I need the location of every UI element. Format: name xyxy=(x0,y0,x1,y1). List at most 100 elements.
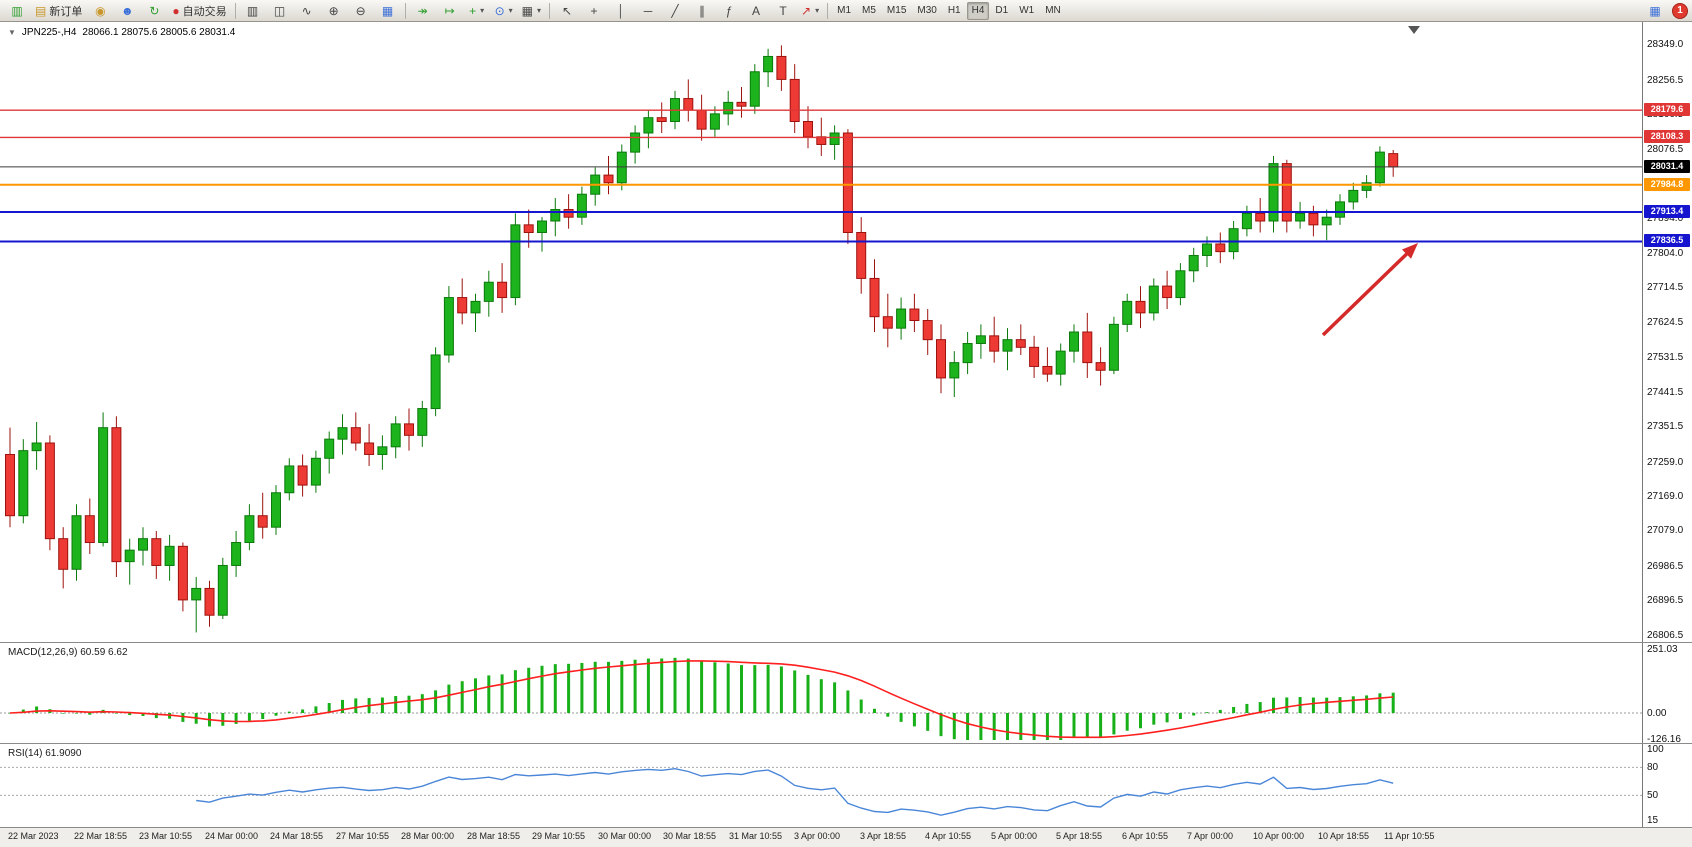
tab-timeframe-m1[interactable]: M1 xyxy=(837,4,852,16)
timeframe-group: M1 M5 M15 M30 H1 H4 D1 W1 MN xyxy=(832,1,1066,20)
macd-histogram-bar xyxy=(1019,713,1023,740)
tab-timeframe-m15[interactable]: M15 xyxy=(886,4,907,16)
community-button[interactable]: ☻ xyxy=(114,1,140,21)
macd-panel[interactable] xyxy=(0,643,1692,743)
candle-chart-button[interactable]: ◫ xyxy=(267,1,293,21)
macd-histogram-bar xyxy=(1059,713,1063,740)
auto-trading-button[interactable]: ● 自动交易 xyxy=(168,1,230,21)
tab-timeframe-h4[interactable]: H4 xyxy=(966,1,990,20)
macd-histogram-bar xyxy=(1085,713,1089,738)
tile-windows-button[interactable]: ▦ xyxy=(375,1,401,21)
bar-chart-icon: ▥ xyxy=(246,3,259,18)
market-button[interactable]: ◉ xyxy=(87,1,113,21)
macd-histogram-bar xyxy=(154,713,158,719)
price-axis[interactable]: 28349.028256.528166.528076.527986.527894… xyxy=(1642,22,1692,827)
periods-button[interactable]: ⊙ ▾ xyxy=(491,1,517,21)
tab-timeframe-h1[interactable]: H1 xyxy=(947,4,961,16)
panel-button[interactable]: ▦ xyxy=(1642,1,1668,21)
price-tick: 26896.5 xyxy=(1647,595,1684,606)
macd-histogram-bar xyxy=(1178,713,1182,720)
macd-histogram-bar xyxy=(992,713,996,740)
macd-histogram-bar xyxy=(341,699,344,713)
macd-histogram-bar xyxy=(354,698,358,713)
rsi-axis-label: 15 xyxy=(1647,815,1659,826)
rsi-label: RSI(14) 61.9090 xyxy=(8,748,82,759)
chart-shift-button[interactable]: ↦ xyxy=(437,1,463,21)
time-label: 11 Apr 10:55 xyxy=(1384,831,1435,841)
macd-histogram-bar xyxy=(766,664,770,713)
time-label: 27 Mar 10:55 xyxy=(336,831,390,841)
price-tick: 27441.5 xyxy=(1647,387,1684,398)
macd-histogram-bar xyxy=(274,713,278,716)
text-label-button[interactable]: T xyxy=(770,1,796,21)
rsi-panel[interactable] xyxy=(0,744,1692,827)
tab-timeframe-mn[interactable]: MN xyxy=(1045,4,1061,16)
time-label: 24 Mar 00:00 xyxy=(205,831,259,841)
arrows-button[interactable]: ↗ ▾ xyxy=(797,1,823,21)
refresh-icon: ↻ xyxy=(149,3,160,18)
auto-scroll-button[interactable]: ↠ xyxy=(410,1,436,21)
time-axis[interactable]: 22 Mar 2023 22 Mar 18:55 23 Mar 10:55 24 Ma… xyxy=(0,828,1692,847)
cursor-button[interactable]: ↖ xyxy=(554,1,580,21)
time-label: 28 Mar 18:55 xyxy=(467,831,521,841)
time-label: 30 Mar 00:00 xyxy=(598,831,652,841)
chevron-down-icon: ▾ xyxy=(480,6,485,15)
tab-timeframe-w1[interactable]: W1 xyxy=(1019,4,1035,16)
panel-splitter[interactable] xyxy=(0,642,1692,643)
text-button[interactable]: A xyxy=(743,1,769,21)
tab-timeframe-d1[interactable]: D1 xyxy=(995,4,1009,16)
macd-histogram-bar xyxy=(1006,713,1009,740)
zoom-out-button[interactable]: ⊖ xyxy=(348,1,374,21)
macd-histogram-bar xyxy=(540,665,544,713)
panel-splitter[interactable] xyxy=(0,743,1692,744)
macd-histogram-bar xyxy=(261,713,265,720)
time-label: 31 Mar 10:55 xyxy=(729,831,783,841)
time-label: 23 Mar 10:55 xyxy=(139,831,193,841)
tab-timeframe-m5[interactable]: M5 xyxy=(862,4,876,16)
bar-chart-button[interactable]: ▥ xyxy=(240,1,266,21)
trendline-button[interactable]: ╱ xyxy=(662,1,688,21)
macd-histogram-bar xyxy=(327,703,331,713)
macd-histogram-bar xyxy=(1365,695,1369,713)
toolbar-separator xyxy=(234,2,236,19)
price-tick: 27714.5 xyxy=(1647,282,1684,293)
macd-histogram-bar xyxy=(806,674,810,713)
horizontal-line-button[interactable]: ─ xyxy=(635,1,661,21)
refresh-button[interactable]: ↻ xyxy=(141,1,167,21)
panel-splitter[interactable] xyxy=(0,827,1692,828)
price-chart[interactable] xyxy=(0,22,1692,642)
channel-button[interactable]: ∥ xyxy=(689,1,715,21)
new-chart-button[interactable]: ▥ xyxy=(4,1,30,21)
price-line-label: 28108.3 xyxy=(1644,130,1690,143)
new-order-button[interactable]: ▤ 新订单 xyxy=(31,1,86,21)
macd-histogram-bar xyxy=(1218,709,1222,713)
ohlc-readout: 28066.1 28075.6 28005.6 28031.4 xyxy=(82,27,236,38)
fibonacci-button[interactable]: ƒ xyxy=(716,1,742,21)
macd-histogram-bar xyxy=(114,713,118,714)
time-label: 4 Apr 10:55 xyxy=(925,831,972,841)
macd-histogram-bar xyxy=(1338,697,1342,713)
indicators-button[interactable]: + ▾ xyxy=(464,1,490,21)
rsi-axis-label: 100 xyxy=(1647,744,1664,755)
price-tick: 27079.0 xyxy=(1647,525,1684,536)
collapse-triangle-icon[interactable]: ▼ xyxy=(8,28,16,37)
cursor-icon: ↖ xyxy=(562,3,573,18)
macd-histogram-bar xyxy=(527,667,531,713)
macd-histogram-bar xyxy=(1165,713,1169,723)
notification-badge[interactable]: 1 xyxy=(1672,2,1688,19)
macd-histogram-bar xyxy=(407,695,411,713)
macd-histogram-bar xyxy=(740,665,743,713)
templates-button[interactable]: ▦ ▾ xyxy=(518,1,545,21)
symbol-name: JPN225-,H4 xyxy=(21,27,77,38)
crosshair-button[interactable]: + xyxy=(581,1,607,21)
macd-histogram-bar xyxy=(487,675,491,713)
price-tick: 26986.5 xyxy=(1647,561,1684,572)
zoom-in-button[interactable]: ⊕ xyxy=(321,1,347,21)
tab-timeframe-m30[interactable]: M30 xyxy=(917,4,937,16)
macd-histogram-bar xyxy=(1232,706,1236,713)
macd-histogram-bar xyxy=(1032,713,1036,740)
line-chart-button[interactable]: ∿ xyxy=(294,1,320,21)
price-tick: 26806.5 xyxy=(1647,630,1684,641)
time-label: 22 Mar 18:55 xyxy=(74,831,128,841)
vertical-line-button[interactable]: │ xyxy=(608,1,634,21)
